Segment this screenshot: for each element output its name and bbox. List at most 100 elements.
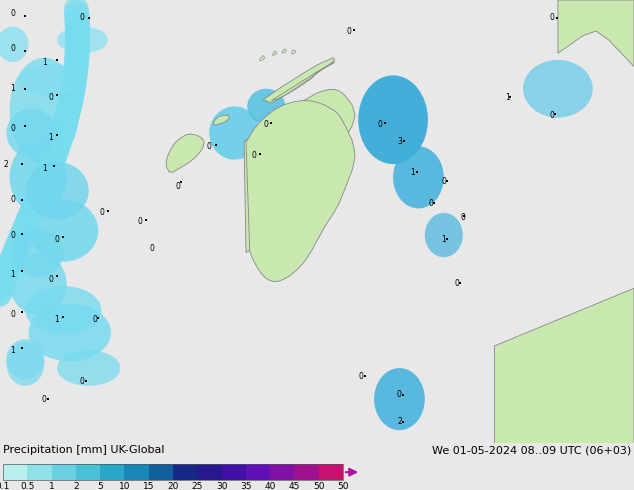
Text: 25: 25 [191,482,203,490]
Polygon shape [260,55,265,61]
Bar [27,464,51,480]
Text: 0: 0 [549,13,554,22]
Ellipse shape [25,286,101,335]
Ellipse shape [425,213,463,257]
Text: 1: 1 [42,164,47,173]
Text: 0: 0 [137,217,142,226]
Ellipse shape [57,26,108,53]
Text: 2: 2 [397,417,402,426]
Text: 45: 45 [288,482,300,490]
Text: 0: 0 [99,208,104,218]
Bar [197,464,221,480]
Text: 1: 1 [48,133,53,142]
Polygon shape [558,0,634,67]
Ellipse shape [10,253,67,315]
Text: 0: 0 [175,182,180,191]
Text: 1: 1 [42,58,47,67]
Polygon shape [244,90,355,253]
Text: Precipitation [mm] UK-Global: Precipitation [mm] UK-Global [3,445,164,455]
Text: 0: 0 [10,195,15,204]
Bar [270,464,294,480]
Bar [76,464,100,480]
Text: 0: 0 [48,93,53,102]
Text: 0: 0 [460,213,465,222]
Ellipse shape [6,109,57,157]
Text: 0: 0 [441,177,446,186]
Text: 0: 0 [80,13,85,22]
Bar [246,464,270,480]
Text: 15: 15 [143,482,155,490]
Ellipse shape [393,147,444,208]
Text: 0: 0 [48,275,53,284]
Text: 0: 0 [359,372,364,381]
Text: 0: 0 [80,377,85,386]
Text: 0: 0 [346,26,351,36]
Text: 0: 0 [10,9,15,18]
Text: 0: 0 [10,230,15,240]
Polygon shape [271,62,335,100]
Ellipse shape [10,58,79,164]
Ellipse shape [358,75,428,164]
Text: 2: 2 [4,160,9,169]
Bar [51,464,76,480]
Ellipse shape [523,60,593,118]
Bar [3,464,343,480]
Text: 1: 1 [10,346,15,355]
Text: 0: 0 [397,390,402,399]
Bar [100,464,124,480]
Bar [319,464,343,480]
Polygon shape [292,49,296,54]
Polygon shape [166,134,204,172]
Text: 0.5: 0.5 [20,482,34,490]
Ellipse shape [57,350,120,386]
Ellipse shape [10,142,67,213]
Text: 0: 0 [429,199,434,208]
Text: 1: 1 [55,315,60,324]
Text: We 01-05-2024 08..09 UTC (06+03): We 01-05-2024 08..09 UTC (06+03) [432,445,631,455]
Polygon shape [495,288,634,443]
Text: 0: 0 [42,394,47,404]
Polygon shape [246,100,355,282]
Bar [3,464,27,480]
Polygon shape [213,115,230,125]
Bar [149,464,173,480]
Text: 0: 0 [10,44,15,53]
Text: 0: 0 [10,310,15,319]
Ellipse shape [29,199,98,262]
Polygon shape [282,49,287,53]
Ellipse shape [6,339,44,379]
Text: 0: 0 [378,120,383,129]
Ellipse shape [6,342,44,386]
Text: 0: 0 [207,142,212,151]
Text: 10: 10 [119,482,130,490]
Text: 1: 1 [410,169,415,177]
Text: 3: 3 [397,137,402,147]
Bar [294,464,319,480]
Ellipse shape [374,368,425,430]
Text: 50: 50 [313,482,325,490]
Ellipse shape [13,228,63,277]
Text: 20: 20 [167,482,179,490]
Text: 40: 40 [264,482,276,490]
Text: 0: 0 [93,315,98,324]
Ellipse shape [209,106,260,160]
Text: 5: 5 [97,482,103,490]
Ellipse shape [29,304,111,362]
Polygon shape [273,51,277,55]
Text: 50: 50 [337,482,349,490]
Polygon shape [263,58,335,103]
Text: 0: 0 [10,124,15,133]
Text: 0: 0 [150,244,155,253]
Ellipse shape [247,89,285,124]
Text: 0.1: 0.1 [0,482,10,490]
Text: 2: 2 [73,482,79,490]
Text: 1: 1 [505,93,510,102]
Text: 0: 0 [454,279,459,288]
Ellipse shape [25,162,89,220]
Text: 0: 0 [251,151,256,160]
Text: 1: 1 [10,84,15,93]
Text: 1: 1 [10,270,15,279]
Text: 0: 0 [55,235,60,244]
Ellipse shape [19,64,82,96]
Bar [124,464,149,480]
